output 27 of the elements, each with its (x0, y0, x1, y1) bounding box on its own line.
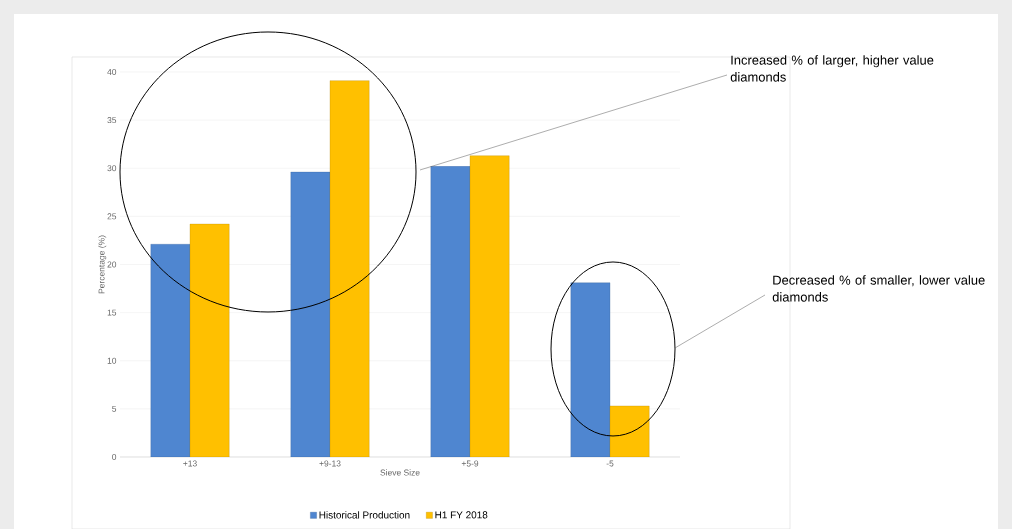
bar (469, 155, 510, 457)
y-tick-label: 35 (107, 117, 117, 124)
legend-label: H1 FY 2018 (435, 511, 488, 519)
y-tick-label: 5 (112, 405, 117, 412)
y-tick-label: 40 (107, 69, 117, 75)
y-tick-label: 10 (107, 357, 117, 364)
legend-label: Historical Production (319, 511, 410, 519)
y-tick-label: 20 (107, 261, 117, 268)
y-tick-label: 25 (107, 213, 117, 220)
y-axis-title: Percentage (%) (98, 235, 107, 294)
x-tick-label: +5-9 (461, 460, 479, 467)
text: Increased % of larger, higher value diamonds (730, 55, 934, 82)
bar (430, 166, 471, 457)
text: Decreased % of smaller, lower value diamonds (772, 275, 985, 302)
x-tick-label: -5 (606, 460, 614, 467)
bar (189, 223, 230, 457)
bar (609, 405, 650, 457)
y-tick-label: 15 (107, 309, 117, 316)
x-axis-title: Sieve Size (380, 469, 420, 476)
bar (290, 171, 331, 457)
bar (570, 282, 611, 457)
y-tick-label: 0 (112, 453, 117, 460)
x-tick-label: +9-13 (319, 460, 341, 467)
x-tick-label: +13 (183, 460, 197, 467)
bar (150, 244, 191, 457)
y-tick-label: 30 (107, 165, 117, 172)
bar (329, 80, 370, 457)
